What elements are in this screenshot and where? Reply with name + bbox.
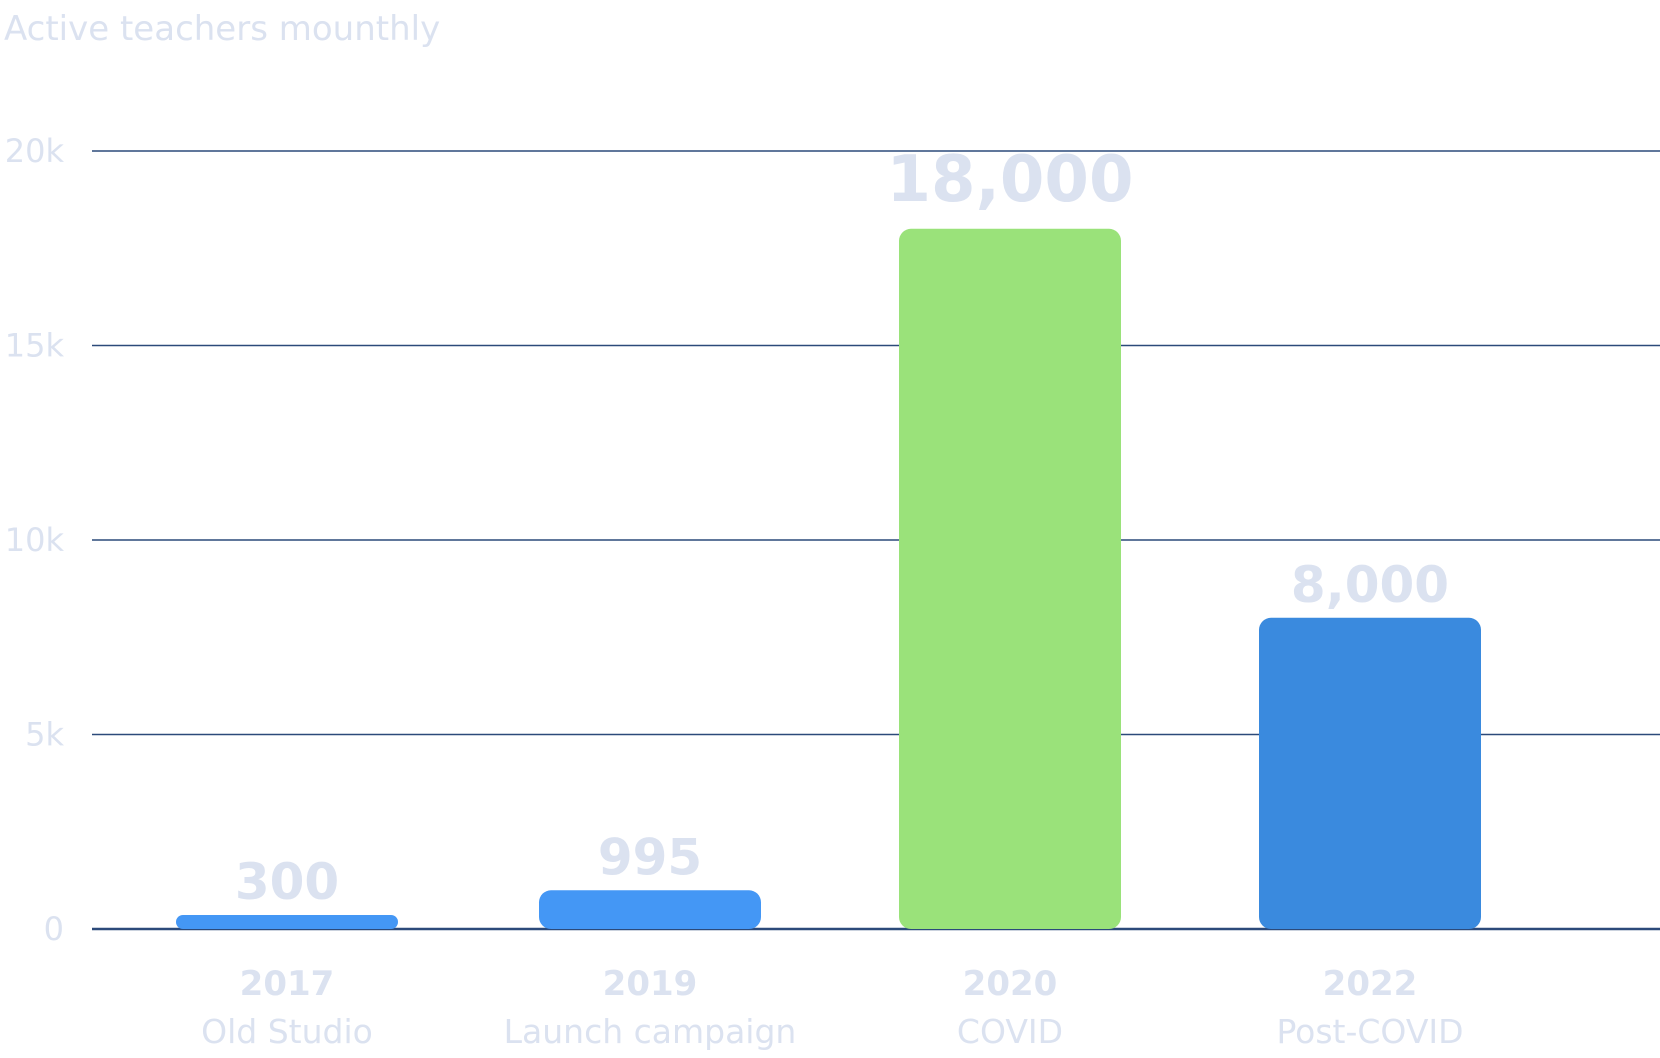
x-tick-sublabel-2019: Launch campaign	[504, 1012, 797, 1051]
bar-2022	[1259, 617, 1481, 929]
x-tick-year-2020: 2020	[963, 964, 1058, 1004]
x-tick-sublabel-2020: COVID	[957, 1012, 1063, 1051]
y-tick-label: 5k	[25, 716, 64, 754]
x-tick-year-2022: 2022	[1323, 964, 1418, 1004]
bars	[176, 228, 1481, 930]
x-tick-sublabel-2017: Old Studio	[201, 1012, 373, 1051]
value-label-2017: 300	[235, 853, 339, 911]
value-label-2022: 8,000	[1291, 556, 1449, 614]
value-labels: 300 995 18,000 8,000	[235, 143, 1449, 911]
x-tick-year-2019: 2019	[603, 964, 698, 1004]
bar-2020	[899, 228, 1121, 930]
y-tick-label: 15k	[5, 327, 65, 365]
x-axis-labels: 2017 Old Studio 2019 Launch campaign 2020 COV…	[201, 964, 1463, 1051]
y-axis-ticks: 0 5k 10k 15k 20k	[5, 132, 65, 948]
bar-2017	[176, 915, 398, 929]
value-label-2020: 18,000	[887, 143, 1134, 217]
x-tick-year-2017: 2017	[240, 964, 335, 1004]
value-label-2019: 995	[598, 828, 702, 886]
y-tick-label: 10k	[5, 521, 65, 559]
x-tick-sublabel-2022: Post-COVID	[1276, 1012, 1463, 1051]
y-tick-label: 0	[44, 910, 64, 948]
chart-title: Active teachers mounthly	[4, 9, 440, 49]
y-tick-label: 20k	[5, 132, 65, 170]
bar-2019	[539, 890, 761, 929]
